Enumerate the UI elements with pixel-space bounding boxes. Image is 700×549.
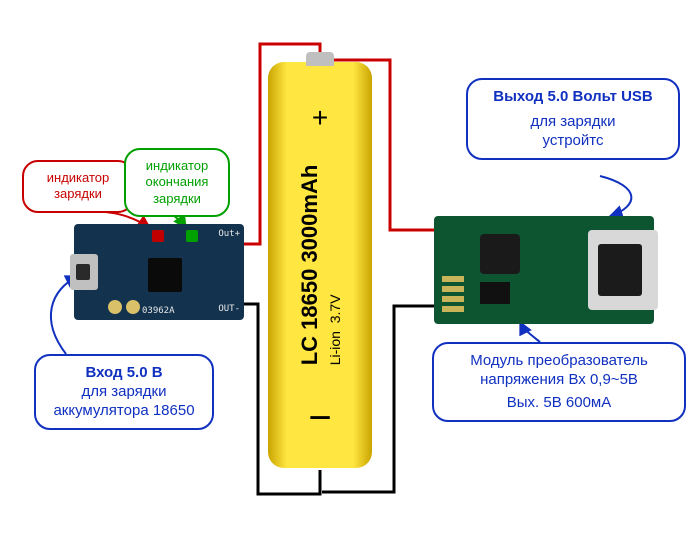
callout-charging-led: индикатор зарядки (22, 160, 134, 213)
battery-positive-cap (306, 52, 334, 66)
callout-boost-module: Модуль преобразователь напряжения Вх 0,9… (432, 342, 686, 422)
boost-board (434, 216, 654, 324)
battery-18650: + − LC 18650 3000mAh Li-ion 3.7V (268, 62, 372, 468)
battery-minus-mark: − (268, 398, 372, 438)
callout-output-usb: Выход 5.0 Вольт USB для зарядки устройтс (466, 78, 680, 160)
led-charging (152, 230, 164, 242)
led-done (186, 230, 198, 242)
callout-done-led: индикатор окончания зарядки (124, 148, 230, 217)
charger-board: Out+ OUT- 03962A (74, 224, 244, 320)
cap-1 (108, 300, 122, 314)
arrow-boost-module (520, 322, 540, 342)
cap-2 (126, 300, 140, 314)
boost-caps (442, 276, 464, 312)
boost-inductor (480, 234, 520, 274)
arrow-output-usb (600, 176, 631, 216)
battery-label: LC 18650 3000mAh Li-ion 3.7V (297, 165, 343, 366)
boost-ic (480, 282, 510, 304)
battery-plus-mark: + (268, 104, 372, 132)
silk-out-plus: Out+ (218, 230, 240, 239)
micro-usb-port (70, 254, 98, 290)
silk-model: 03962A (142, 307, 175, 316)
usb-a-port (588, 230, 658, 310)
callout-input-5v: Вход 5.0 В для зарядки аккумулятора 1865… (34, 354, 214, 430)
silk-out-minus: OUT- (218, 305, 240, 314)
charger-ic (148, 258, 182, 292)
